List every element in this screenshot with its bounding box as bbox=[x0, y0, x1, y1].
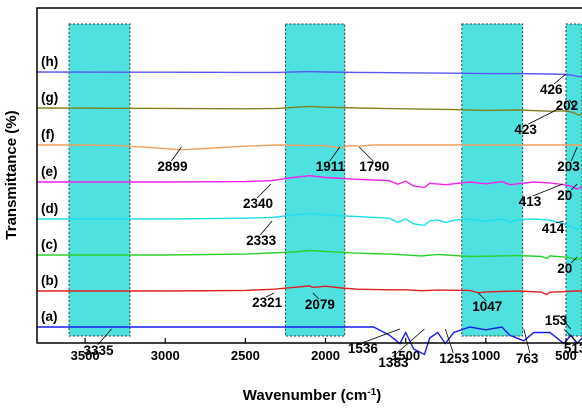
peak-leader bbox=[312, 292, 320, 300]
x-tick-label: 3000 bbox=[151, 348, 180, 363]
highlight-band bbox=[284, 23, 346, 337]
highlight-band bbox=[565, 23, 582, 337]
plot-frame bbox=[36, 7, 582, 344]
highlight-band bbox=[68, 23, 131, 337]
peak-label: 1253 bbox=[439, 351, 470, 366]
trace-labels: (a) (b) (c) (d) (e) (f) (g) (h) bbox=[41, 54, 58, 324]
x-axis-title-main: Wavenumber (cm bbox=[243, 387, 367, 404]
peak-leader bbox=[570, 183, 578, 191]
peak-leader bbox=[358, 146, 374, 162]
peak-label: 1536 bbox=[348, 341, 379, 356]
x-tick-label: 2500 bbox=[231, 348, 260, 363]
peak-label: 1383 bbox=[378, 355, 409, 370]
peak-leader bbox=[532, 183, 563, 197]
series-line bbox=[36, 70, 582, 78]
trace-label: (b) bbox=[41, 273, 58, 288]
trace-label: (a) bbox=[41, 309, 58, 324]
peak-label: 423 bbox=[514, 122, 537, 137]
peak-leader bbox=[555, 220, 564, 224]
trace-label: (d) bbox=[41, 201, 58, 216]
peak-leader bbox=[361, 328, 401, 344]
peak-leader bbox=[523, 328, 531, 354]
peak-label: 20 bbox=[557, 261, 572, 276]
peak-leader bbox=[563, 328, 579, 344]
peak-leader bbox=[569, 99, 576, 111]
peak-label: 2340 bbox=[243, 196, 273, 211]
peak-label: 2079 bbox=[305, 297, 335, 312]
series-line bbox=[37, 326, 582, 356]
peak-leader bbox=[570, 146, 578, 162]
peak-leader bbox=[553, 73, 567, 85]
peak-label: 513 bbox=[564, 341, 582, 356]
peak-leader bbox=[256, 183, 272, 199]
x-tick-label: 2000 bbox=[311, 348, 340, 363]
trace-label: (f) bbox=[41, 127, 55, 142]
x-tick-label: 3500 bbox=[71, 348, 100, 363]
x-ticks: 3500 3000 2500 2000 1500 1000 500 bbox=[71, 338, 577, 363]
highlight-bands bbox=[68, 23, 582, 337]
x-tick-label: 1500 bbox=[391, 348, 420, 363]
trace-label: (h) bbox=[41, 54, 58, 69]
peak-label: 2899 bbox=[157, 159, 187, 174]
series-line bbox=[37, 212, 582, 231]
peak-label: 1047 bbox=[472, 299, 502, 314]
x-axis-title-sup: -1 bbox=[367, 387, 376, 398]
peak-leader bbox=[259, 220, 273, 236]
peak-label: 153 bbox=[545, 313, 568, 328]
peak-label: 1790 bbox=[359, 159, 389, 174]
series-line bbox=[37, 174, 582, 190]
peak-label: 3335 bbox=[84, 343, 115, 358]
x-axis-title-close: ) bbox=[376, 387, 381, 404]
peak-leader bbox=[528, 109, 557, 125]
trace-label: (c) bbox=[41, 237, 58, 252]
peak-label: 426 bbox=[540, 82, 563, 97]
peak-label: 2321 bbox=[252, 295, 283, 310]
y-axis-title: Transmittance (%) bbox=[3, 110, 20, 239]
series-layer bbox=[36, 70, 582, 356]
peak-leader bbox=[329, 146, 341, 162]
peak-leader bbox=[478, 292, 487, 302]
series-line bbox=[37, 285, 582, 296]
peak-label: 202 bbox=[556, 98, 579, 113]
peak-label: 203 bbox=[557, 159, 580, 174]
trace-label: (e) bbox=[41, 164, 58, 179]
peak-label: 414 bbox=[542, 221, 565, 236]
peak-label: 20 bbox=[557, 188, 572, 203]
peak-label: 2333 bbox=[246, 233, 277, 248]
x-tick-label: 1000 bbox=[471, 348, 500, 363]
highlight-band bbox=[461, 23, 524, 337]
x-axis-title: Wavenumber (cm-1) bbox=[243, 387, 381, 405]
x-tick-label: 500 bbox=[555, 348, 577, 363]
peak-label: 763 bbox=[516, 351, 539, 366]
peak-leader bbox=[444, 328, 454, 354]
series-line bbox=[37, 249, 582, 261]
peak-leader bbox=[171, 146, 182, 162]
peak-leader bbox=[570, 256, 578, 264]
peak-leader bbox=[265, 292, 275, 298]
peak-leader bbox=[558, 314, 572, 330]
series-line bbox=[37, 144, 582, 151]
peak-label: 1911 bbox=[316, 159, 346, 174]
trace-label: (g) bbox=[41, 90, 58, 105]
peak-label: 413 bbox=[519, 194, 542, 209]
series-line bbox=[36, 105, 582, 116]
